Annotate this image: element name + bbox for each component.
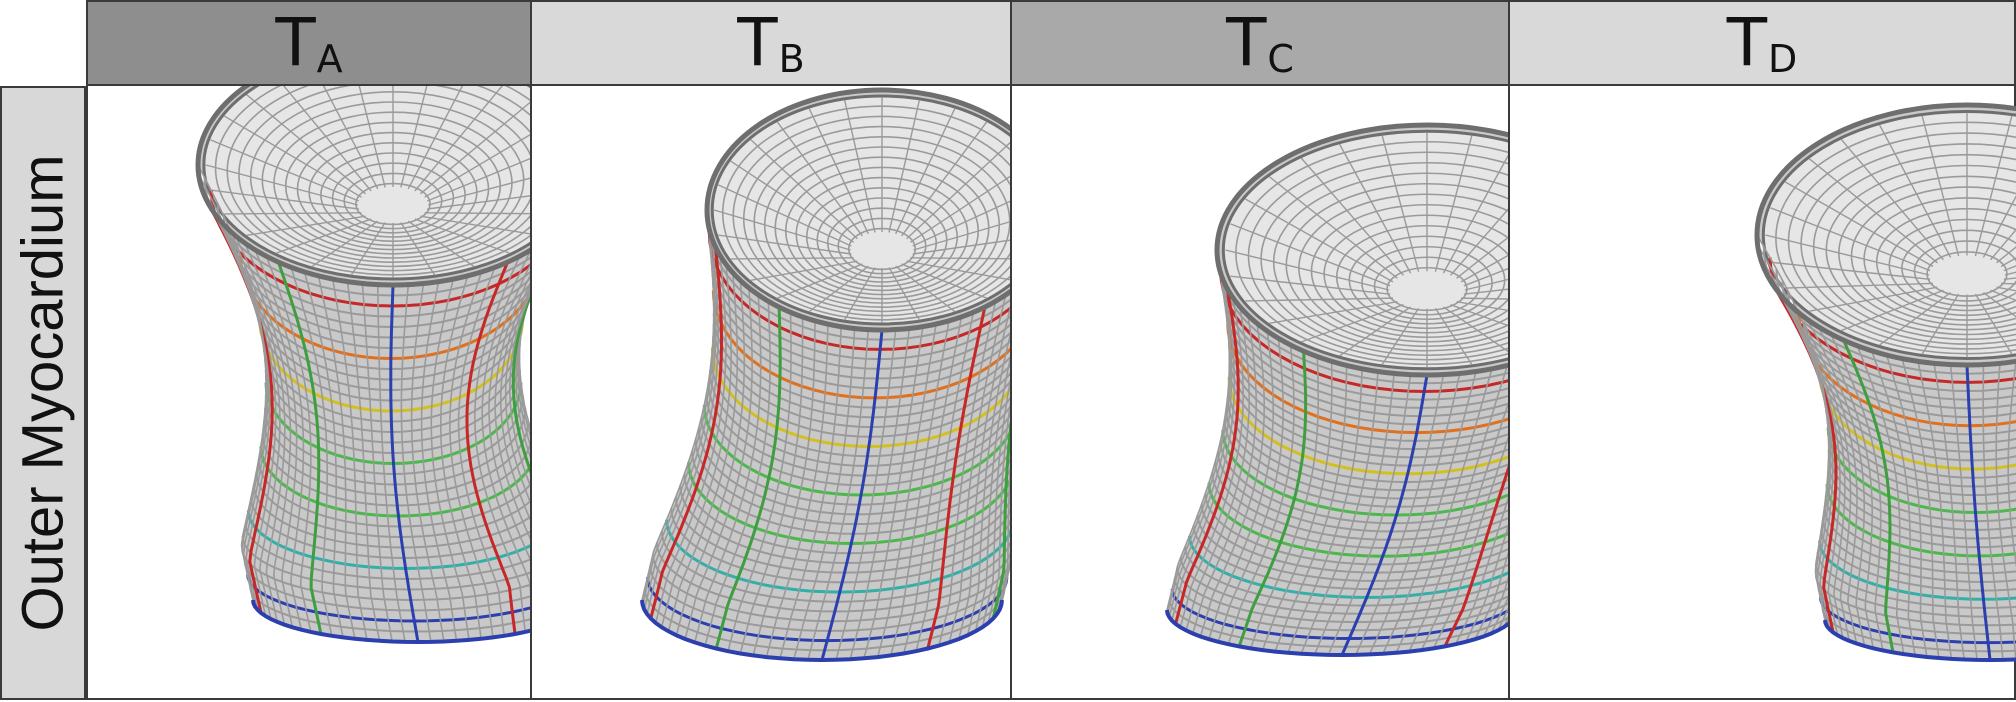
myocardium-mesh-tb <box>532 86 1014 700</box>
myocardium-mesh-td <box>1510 86 2016 700</box>
myocardium-mesh-tc <box>1012 86 1512 700</box>
mesh-cell-tc <box>1010 86 1510 700</box>
blank-corner-cell <box>0 0 86 86</box>
column-header-main-label: T <box>1226 10 1266 76</box>
column-header-main-label: T <box>737 10 777 76</box>
column-header-subscript: C <box>1267 40 1294 78</box>
column-header-main-label: T <box>275 10 315 76</box>
column-header-subscript: D <box>1768 40 1797 78</box>
column-header-main-label: T <box>1727 10 1767 76</box>
column-header-subscript: B <box>779 40 805 78</box>
row-header-label: Outer Myocardium <box>10 154 77 631</box>
mesh-cell-tb <box>530 86 1012 700</box>
mesh-cell-ta <box>86 86 532 700</box>
column-header-subscript: A <box>317 40 343 78</box>
mesh-cell-td <box>1508 86 2016 700</box>
myocardium-mesh-ta <box>88 86 534 700</box>
